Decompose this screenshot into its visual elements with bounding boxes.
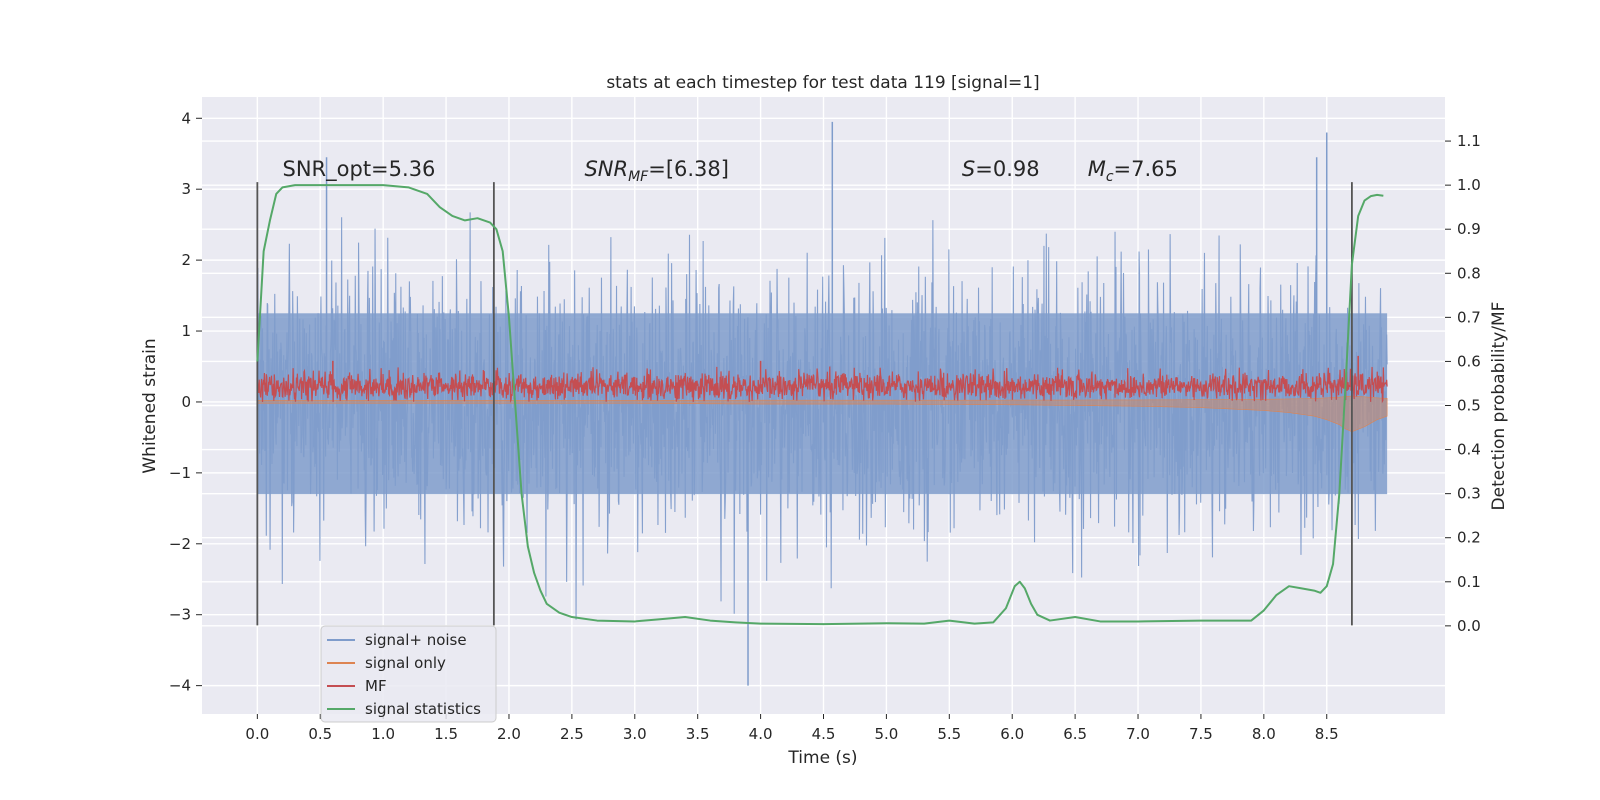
x-tick-label: 7.0 [1126, 725, 1150, 743]
y2-tick-label: 0.6 [1457, 352, 1481, 370]
y2-tick-label: 0.4 [1457, 441, 1481, 459]
signal-only-series [257, 395, 1388, 432]
x-tick-label: 4.0 [749, 725, 773, 743]
y-tick-label: 4 [181, 109, 191, 127]
annotation-text: SNR_opt=5.36 [283, 157, 436, 182]
x-tick-label: 4.5 [812, 725, 836, 743]
signal-statistics-line [256, 184, 1384, 626]
chart-title: stats at each timestep for test data 119… [606, 73, 1039, 93]
y2-tick-label: 0.2 [1457, 529, 1481, 547]
x-tick-label: 3.5 [686, 725, 710, 743]
y-tick-label: 2 [181, 251, 191, 269]
y-tick-label: −1 [169, 464, 191, 482]
annotation-text: SNRMF=[6.38] [584, 157, 729, 185]
y2-tick-label: 0.8 [1457, 264, 1481, 282]
legend: signal+ noise signal only MF signal statist… [320, 625, 497, 723]
x-tick-label: 6.0 [1000, 725, 1024, 743]
x-tick-label: 8.0 [1252, 725, 1276, 743]
y2-tick-label: 1.1 [1457, 132, 1481, 150]
x-axis-label: Time (s) [787, 748, 857, 768]
x-tick-label: 2.0 [497, 725, 521, 743]
y2-tick-label: 0.3 [1457, 485, 1481, 503]
legend-label: signal+ noise [365, 631, 467, 649]
annotation-text: Mc=7.65 [1088, 157, 1178, 185]
x-tick-label: 8.5 [1315, 725, 1339, 743]
y-tick-label: 3 [181, 180, 191, 198]
y2-tick-label: 0.5 [1457, 397, 1481, 415]
y2-axis-label: Detection probability/MF [1489, 302, 1509, 511]
signal-only-envelope [257, 395, 1388, 432]
vertical-markers [256, 182, 1353, 626]
x-tick-label: 6.5 [1063, 725, 1087, 743]
y-axis-label: Whitened strain [140, 338, 160, 473]
y2-tick-label: 0.9 [1457, 220, 1481, 238]
x-tick-label: 0.0 [245, 725, 269, 743]
x-tick-label: 1.5 [434, 725, 458, 743]
annotations: SNR_opt=5.36 SNRMF=[6.38] S=0.98 Mc=7.65 [283, 157, 1178, 185]
annotation-text: S=0.98 [962, 157, 1040, 181]
legend-box [320, 625, 497, 723]
y-tick-label: 0 [181, 393, 191, 411]
x-tick-label: 3.0 [623, 725, 647, 743]
mf-series [256, 355, 1388, 404]
x-tick-label: 0.5 [308, 725, 332, 743]
y2-tick-label: 0.0 [1457, 617, 1481, 635]
legend-label: signal statistics [365, 700, 481, 718]
y2-axis-ticks: 0.0 0.1 0.2 0.3 0.4 0.5 0.6 0.7 0.8 0.9 1.0 1.1 [1445, 132, 1481, 635]
x-axis-ticks: 0.0 0.5 1.0 1.5 2.0 2.5 3.0 3.5 4.0 4.5 5.0 5.5 6.0 6… [245, 714, 1339, 743]
x-tick-label: 1.0 [371, 725, 395, 743]
signal-noise-body [257, 313, 1388, 495]
y2-tick-label: 0.7 [1457, 308, 1481, 326]
signal-statistics-series [256, 184, 1384, 626]
y-tick-label: −3 [169, 606, 191, 624]
x-tick-label: 7.5 [1189, 725, 1213, 743]
y2-tick-label: 0.1 [1457, 573, 1481, 591]
y-tick-label: −4 [169, 677, 191, 695]
signal-noise-series [256, 121, 1388, 686]
x-tick-label: 5.5 [937, 725, 961, 743]
mf-line [256, 366, 1388, 404]
x-tick-label: 2.5 [560, 725, 584, 743]
y-tick-label: 1 [181, 322, 191, 340]
y2-tick-label: 1.0 [1457, 176, 1481, 194]
legend-label: signal only [365, 654, 446, 672]
y-axis-ticks: −4 −3 −2 −1 0 1 2 3 4 [169, 109, 202, 695]
x-tick-label: 5.0 [874, 725, 898, 743]
legend-label: MF [365, 677, 387, 695]
y-tick-label: −2 [169, 535, 191, 553]
